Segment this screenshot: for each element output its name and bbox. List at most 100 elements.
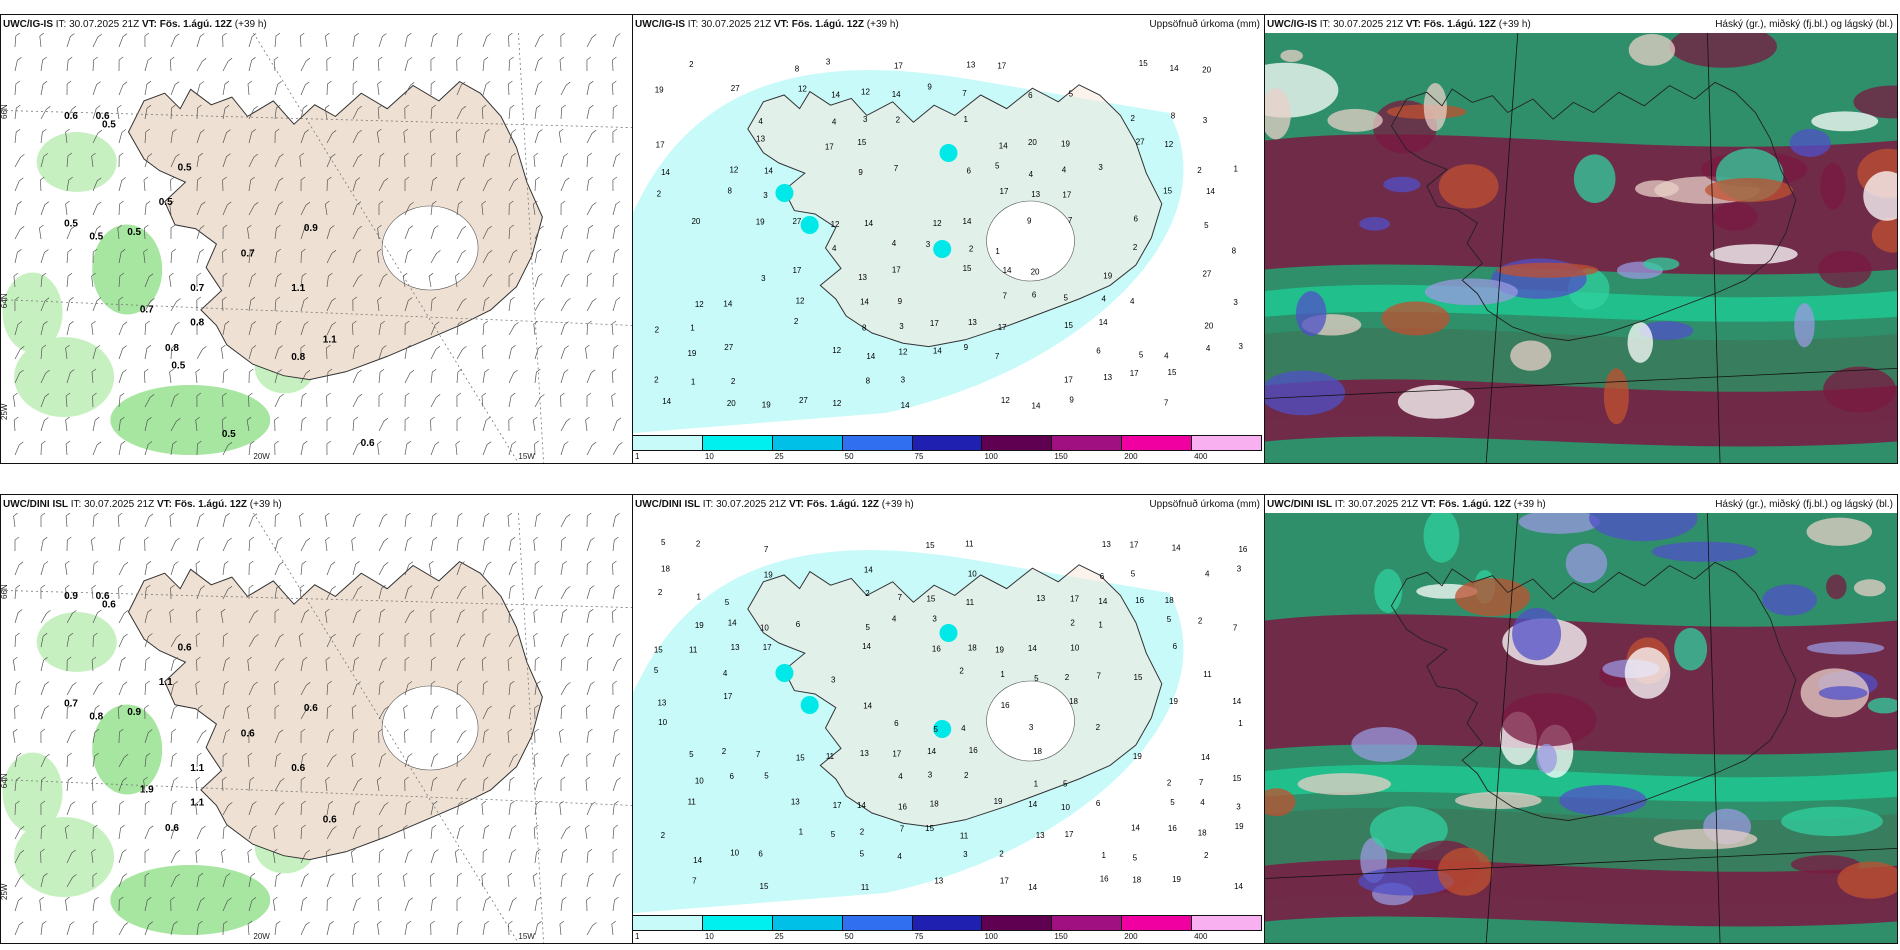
wind-barb [222, 537, 232, 552]
wind-barb [248, 560, 254, 576]
wind-barb [91, 272, 96, 288]
wind-barb [430, 776, 438, 792]
cloud-blob [1635, 180, 1679, 198]
wind-barb [274, 752, 281, 768]
precip-title: Uppsöfnuð úrkoma (mm) [1149, 19, 1260, 30]
wind-barb [170, 153, 180, 168]
wind-barb [196, 513, 205, 528]
cloud-blob [1559, 785, 1647, 816]
cloud-blob [1265, 88, 1291, 140]
wind-barb [586, 872, 594, 888]
wind-barb [455, 440, 461, 456]
wind-barb [612, 584, 620, 600]
wind-barb [246, 704, 252, 720]
precip-value-label: 2 [1096, 723, 1101, 732]
wind-barb [455, 128, 461, 144]
wind-barb [143, 248, 148, 264]
wind-barb [482, 753, 492, 768]
wind-barb [118, 777, 128, 792]
wind-barb [118, 657, 126, 672]
wind-barb [14, 874, 25, 888]
precip-value-label: 17 [723, 692, 732, 701]
wind-barb [586, 608, 594, 624]
wind-barb [430, 152, 436, 168]
glacier [381, 685, 479, 771]
precip-value-label: 17 [792, 266, 801, 275]
precip-value-label: 5 [1167, 615, 1172, 624]
wind-barb [196, 225, 205, 240]
graticule-line [1, 110, 632, 128]
wind-barb [586, 752, 591, 768]
wind-barb [300, 57, 311, 72]
cloud-blob [1674, 627, 1708, 671]
wind-barb [92, 896, 99, 912]
wind-barb [14, 561, 24, 576]
cloud-blob [1437, 847, 1493, 896]
wind-barb [586, 560, 592, 576]
wind-barb [196, 201, 206, 216]
precip-value-label: 14 [831, 90, 840, 99]
colorbar-segment [912, 915, 983, 931]
wind-barb [482, 633, 491, 648]
cloud-blob [1424, 278, 1518, 306]
iceland-landmass [747, 84, 1163, 348]
wind-barb [532, 872, 538, 888]
precip-blob [92, 704, 163, 795]
wind-barb [300, 201, 311, 216]
cloud-map [1265, 513, 1897, 943]
cloud-blob [1818, 686, 1868, 701]
wind-barb [326, 272, 333, 288]
wind-barb [92, 920, 98, 936]
wind-barb [170, 176, 175, 192]
wind-barb [560, 441, 569, 456]
wind-barb [404, 320, 410, 336]
wind-barb [118, 873, 128, 888]
precip-value-label: 14 [857, 801, 866, 810]
wind-barb [430, 80, 436, 96]
wind-barb [560, 298, 571, 312]
wind-barb [66, 225, 76, 240]
precip-value-label: 18 [1033, 747, 1042, 756]
precip-value-label: 27 [1202, 270, 1211, 279]
wind-barb [92, 248, 98, 264]
wind-barb [300, 873, 309, 888]
wind-barb [169, 608, 174, 624]
wind-barb [508, 322, 519, 336]
wind-barb [221, 776, 227, 792]
wind-barb [40, 56, 47, 72]
precip-value-label: 19 [695, 621, 704, 630]
wind-barb [40, 513, 46, 527]
wind-barb [274, 128, 280, 144]
lon-label: 25W [1, 883, 9, 900]
wind-barb [66, 610, 77, 624]
wind-barb [326, 249, 337, 264]
wind-barb [378, 657, 387, 672]
wind-barb [116, 104, 122, 120]
wind-barb [143, 176, 149, 192]
panel-header: UWC/DINI ISL IT: 30.07.2025 21Z VT: Fös.… [635, 499, 914, 510]
cloud-blob [1789, 128, 1831, 157]
precip-value-label: 7 [1164, 398, 1169, 407]
wind-barb [66, 682, 77, 696]
wind-barb [404, 897, 414, 912]
precip-blob [36, 132, 117, 192]
wind-barb [274, 104, 281, 120]
wind-barb [456, 513, 463, 528]
wind-barb [248, 296, 256, 312]
wind-barb [586, 369, 596, 384]
precip-value-label: 5 [860, 850, 865, 859]
wind-barb [482, 368, 490, 384]
wind-barb [559, 800, 564, 816]
wind-barb [144, 320, 150, 336]
cloud-blob [1536, 743, 1557, 774]
wind-barb [222, 920, 228, 936]
wind-barb [508, 272, 514, 288]
wind-barb [14, 128, 21, 144]
wind-barb [482, 33, 491, 48]
wind-barb [64, 824, 70, 840]
wind-barb [430, 56, 436, 72]
wind-barb [118, 754, 129, 768]
wind-barb [274, 537, 283, 552]
wind-barb [92, 705, 100, 720]
precip-value-label: 3 [1236, 802, 1241, 811]
